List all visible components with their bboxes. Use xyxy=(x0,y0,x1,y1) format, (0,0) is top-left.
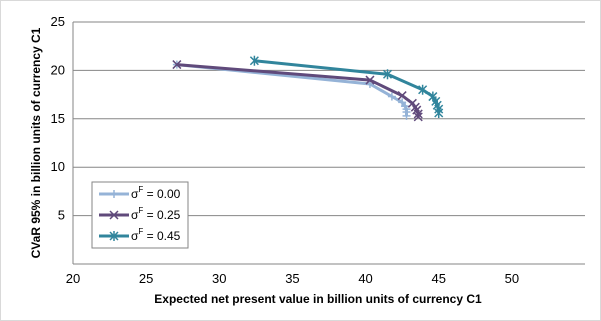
data-point xyxy=(413,112,423,122)
data-point xyxy=(434,107,444,118)
legend-label: σF = 0.00 xyxy=(131,185,181,201)
data-point xyxy=(110,190,118,198)
legend-label: σF = 0.25 xyxy=(131,206,181,222)
y-tick-label: 20 xyxy=(51,62,65,77)
data-point xyxy=(418,84,428,95)
data-point xyxy=(413,109,423,119)
data-point xyxy=(249,55,259,66)
x-tick-label: 25 xyxy=(139,271,153,286)
data-point xyxy=(109,231,119,241)
y-tick-label: 5 xyxy=(58,208,65,223)
x-axis-title: Expected net present value in billion un… xyxy=(154,292,482,306)
x-tick-label: 30 xyxy=(212,271,226,286)
series-2 xyxy=(249,55,444,118)
data-point xyxy=(397,91,407,101)
data-point xyxy=(387,92,396,101)
y-tick-label: 10 xyxy=(51,159,65,174)
legend-entry: σF = 0.00 xyxy=(99,185,181,201)
y-tick-label: 15 xyxy=(51,111,65,126)
y-tick-label: 25 xyxy=(51,14,65,29)
data-point xyxy=(382,69,393,80)
axes xyxy=(72,22,585,265)
legend-entry: σF = 0.25 xyxy=(99,206,181,222)
data-point xyxy=(365,75,375,85)
series-layer xyxy=(172,55,444,122)
legend: σF = 0.00 σF = 0.25 σF = 0.45 xyxy=(91,181,189,249)
y-tick-labels: 5 10 15 20 25 xyxy=(51,14,65,223)
data-point xyxy=(402,111,411,120)
y-axis-title: CVaR 95% in billion units of currency C1 xyxy=(29,27,43,258)
legend-label: σF = 0.45 xyxy=(131,227,181,243)
x-tick-label: 35 xyxy=(285,271,299,286)
x-tick-label: 50 xyxy=(505,271,519,286)
series-0 xyxy=(172,60,411,120)
legend-entry: σF = 0.45 xyxy=(99,227,181,243)
x-tick-label: 40 xyxy=(358,271,372,286)
x-tick-label: 20 xyxy=(66,271,80,286)
x-tick-label: 45 xyxy=(431,271,445,286)
data-point xyxy=(172,60,182,70)
x-tick-labels: 20 25 30 35 40 45 50 xyxy=(66,271,519,286)
series-1 xyxy=(172,60,423,122)
data-point xyxy=(109,210,119,220)
